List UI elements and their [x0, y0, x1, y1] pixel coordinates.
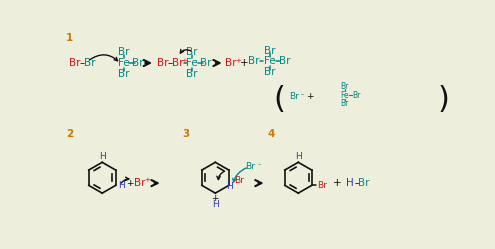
Text: H: H: [295, 152, 301, 161]
Text: H: H: [118, 181, 124, 190]
Text: ): ): [437, 85, 449, 114]
Text: Br: Br: [341, 99, 349, 108]
Text: 1: 1: [66, 33, 73, 43]
Text: Br: Br: [352, 91, 360, 100]
Text: +: +: [211, 194, 219, 203]
Text: Br: Br: [172, 58, 183, 68]
Text: –: –: [354, 178, 360, 188]
Text: +: +: [181, 58, 187, 64]
Text: +: +: [306, 92, 314, 101]
Text: H: H: [346, 178, 354, 188]
Text: –: –: [168, 58, 173, 68]
Text: H: H: [99, 152, 105, 161]
Text: 3: 3: [182, 129, 189, 139]
Text: H: H: [212, 200, 219, 209]
Text: Br: Br: [264, 67, 275, 77]
Text: Br: Br: [118, 69, 130, 79]
Text: Fe: Fe: [118, 58, 130, 68]
Text: Br: Br: [341, 82, 349, 91]
Text: Br: Br: [84, 58, 96, 68]
Text: Br: Br: [186, 69, 198, 79]
Text: Fe: Fe: [341, 91, 349, 100]
Text: Br: Br: [290, 92, 299, 101]
Text: Br: Br: [68, 58, 80, 68]
Text: Br: Br: [279, 57, 291, 66]
Text: –: –: [257, 161, 261, 167]
Text: +: +: [235, 58, 241, 64]
Text: Br: Br: [225, 58, 237, 68]
Text: Br: Br: [358, 178, 370, 188]
Text: –: –: [271, 55, 274, 61]
Text: (: (: [274, 85, 286, 114]
Text: Br: Br: [134, 178, 145, 188]
Text: H: H: [226, 183, 233, 191]
Text: +: +: [240, 58, 248, 68]
Text: –: –: [79, 58, 85, 68]
Text: Br: Br: [200, 58, 212, 68]
Text: Br: Br: [157, 58, 168, 68]
Text: Br: Br: [186, 47, 198, 57]
Text: –: –: [194, 57, 197, 63]
Text: Br: Br: [317, 181, 327, 190]
Text: 4: 4: [267, 129, 275, 139]
Text: Br: Br: [264, 46, 275, 56]
Text: Fe: Fe: [186, 58, 198, 68]
Text: +: +: [333, 178, 342, 188]
Text: Br: Br: [132, 58, 144, 68]
Text: Fe: Fe: [264, 57, 275, 66]
Text: Br: Br: [248, 57, 260, 66]
Text: Br: Br: [246, 162, 255, 171]
Text: 2: 2: [66, 129, 73, 139]
Text: Br: Br: [118, 47, 130, 57]
Text: +: +: [126, 179, 134, 187]
Text: +: +: [144, 177, 150, 183]
Text: –: –: [301, 91, 304, 97]
Text: Br: Br: [234, 176, 244, 185]
